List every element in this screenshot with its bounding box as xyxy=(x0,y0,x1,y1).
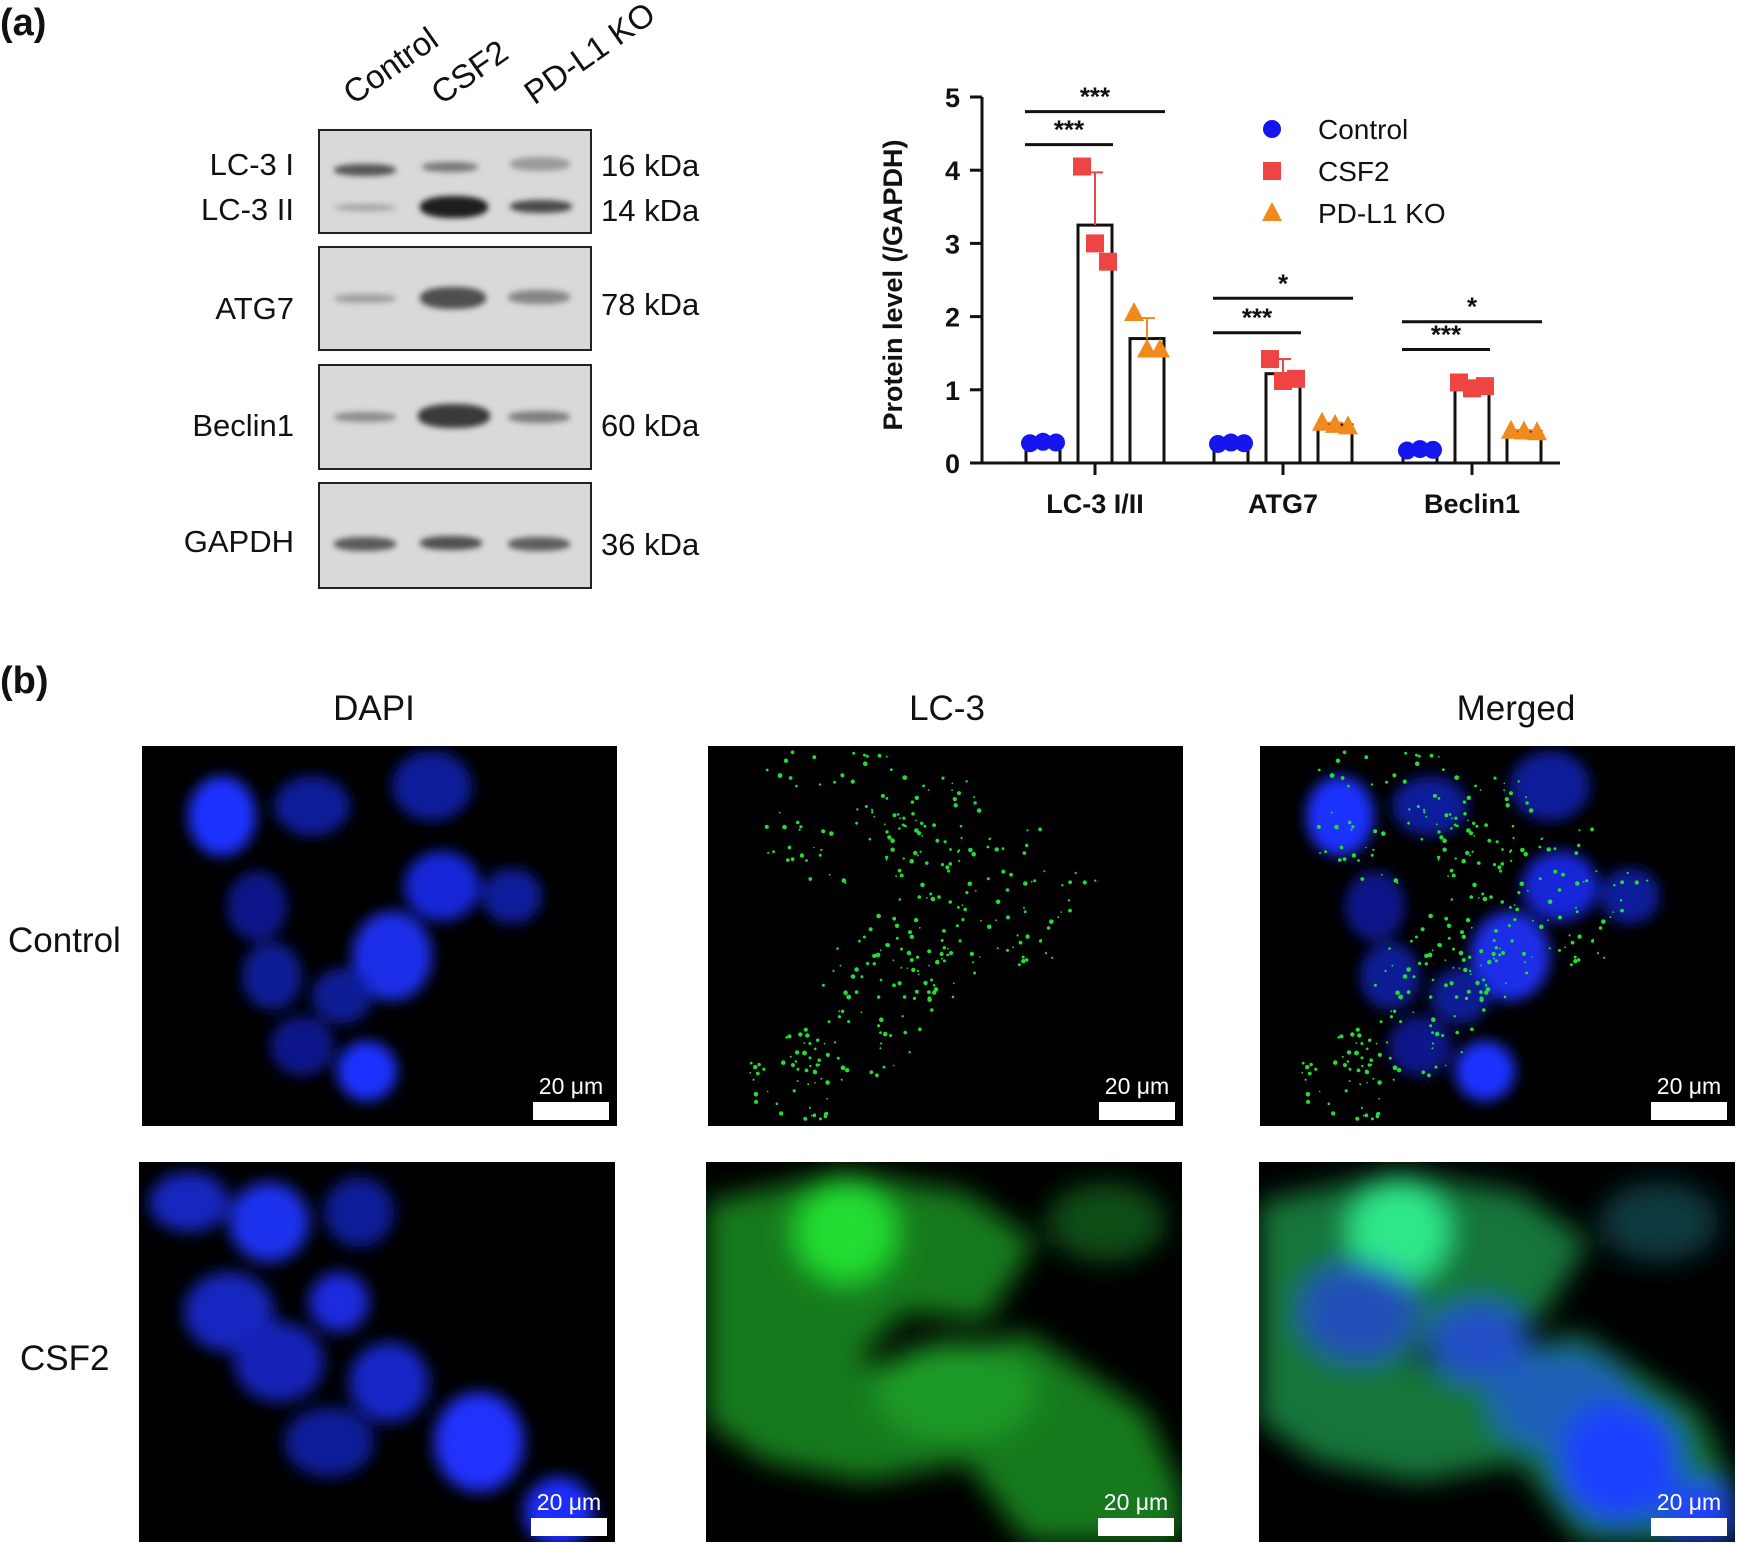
scale-bar: 20 μm xyxy=(1098,1489,1174,1536)
data-point xyxy=(1150,338,1170,358)
legend-label: PD-L1 KO xyxy=(1318,198,1446,229)
legend-marker xyxy=(1262,202,1282,221)
micrograph-control-lc3: 20 μm xyxy=(708,746,1183,1126)
scale-bar: 20 μm xyxy=(1651,1073,1727,1120)
data-point xyxy=(1527,421,1547,441)
blot-beclin1 xyxy=(318,364,592,470)
blot-label-beclin1: Beclin1 xyxy=(192,408,294,443)
data-point xyxy=(1047,433,1065,452)
scale-bar: 20 μm xyxy=(533,1073,609,1120)
data-point xyxy=(1021,434,1039,453)
y-tick-label: 3 xyxy=(945,229,960,259)
bar xyxy=(1453,384,1491,465)
row-label-csf2: CSF2 xyxy=(20,1339,110,1378)
data-point xyxy=(1235,434,1253,453)
kda-label-36: 36 kDa xyxy=(601,527,700,562)
y-tick-label: 1 xyxy=(945,376,960,406)
y-tick-label: 5 xyxy=(945,85,960,113)
significance-label: * xyxy=(1467,292,1478,322)
data-point xyxy=(1338,415,1358,435)
significance-label: *** xyxy=(1431,320,1462,350)
kda-label-16: 16 kDa xyxy=(601,148,700,183)
kda-label-14: 14 kDa xyxy=(601,193,700,228)
column-title-lc3: LC-3 xyxy=(909,689,985,728)
data-point xyxy=(1424,440,1442,459)
significance-label: *** xyxy=(1054,115,1085,145)
lane-label-pdl1-ko: PD-L1 KO xyxy=(517,0,662,112)
scale-bar: 20 μm xyxy=(1651,1489,1727,1536)
lane-label-control: Control xyxy=(336,19,445,112)
data-point xyxy=(1209,434,1227,453)
data-point xyxy=(1312,411,1332,431)
x-tick-label: Beclin1 xyxy=(1424,489,1520,519)
data-point xyxy=(1124,301,1144,321)
x-tick-label: ATG7 xyxy=(1248,489,1318,519)
significance-label: *** xyxy=(1242,303,1273,333)
x-tick-label: LC-3 I/II xyxy=(1046,489,1144,519)
y-tick-label: 0 xyxy=(945,449,960,479)
legend-label: CSF2 xyxy=(1318,156,1390,187)
blot-label-atg7: ATG7 xyxy=(215,291,294,326)
panel-b-label: (b) xyxy=(0,660,49,702)
row-label-control: Control xyxy=(8,921,121,960)
blot-atg7 xyxy=(318,246,592,351)
micrograph-control-merged: 20 μm xyxy=(1260,746,1735,1126)
micrograph-control-dapi: 20 μm xyxy=(142,746,617,1126)
blot-lc3 xyxy=(318,129,592,234)
data-point xyxy=(1476,377,1494,396)
micrograph-csf2-merged: 20 μm xyxy=(1259,1162,1735,1542)
data-point xyxy=(1287,369,1305,388)
data-point xyxy=(1398,441,1416,460)
micrograph-csf2-lc3: 20 μm xyxy=(706,1162,1182,1542)
legend-marker xyxy=(1263,162,1281,180)
y-axis-label: Protein level (/GAPDH) xyxy=(878,139,908,430)
data-point xyxy=(1501,419,1521,439)
data-point xyxy=(1222,433,1240,452)
significance-label: *** xyxy=(1080,85,1111,112)
legend-label: Control xyxy=(1318,114,1408,145)
blot-label-lc3-i: LC-3 I xyxy=(209,147,294,182)
significance-label: * xyxy=(1278,268,1289,298)
data-point xyxy=(1073,157,1091,176)
data-point xyxy=(1261,350,1279,369)
data-point xyxy=(1514,420,1534,440)
column-title-dapi: DAPI xyxy=(333,689,415,728)
blot-label-lc3-ii: LC-3 II xyxy=(200,192,294,227)
data-point xyxy=(1325,413,1345,433)
y-tick-label: 2 xyxy=(945,303,960,333)
data-point xyxy=(1137,338,1157,358)
blot-gapdh xyxy=(318,482,592,589)
kda-label-60: 60 kDa xyxy=(601,408,700,443)
data-point xyxy=(1411,440,1429,459)
panel-a-label: (a) xyxy=(0,2,47,44)
legend-marker xyxy=(1263,120,1281,138)
data-point xyxy=(1099,252,1117,271)
blot-label-gapdh: GAPDH xyxy=(183,524,294,559)
data-point xyxy=(1086,234,1104,253)
scale-bar: 20 μm xyxy=(531,1489,607,1536)
kda-label-78: 78 kDa xyxy=(601,287,700,322)
data-point xyxy=(1034,432,1052,451)
column-title-merged: Merged xyxy=(1456,689,1576,728)
micrograph-csf2-dapi: 20 μm xyxy=(139,1162,615,1542)
y-tick-label: 4 xyxy=(945,156,960,186)
scale-bar: 20 μm xyxy=(1099,1073,1175,1120)
